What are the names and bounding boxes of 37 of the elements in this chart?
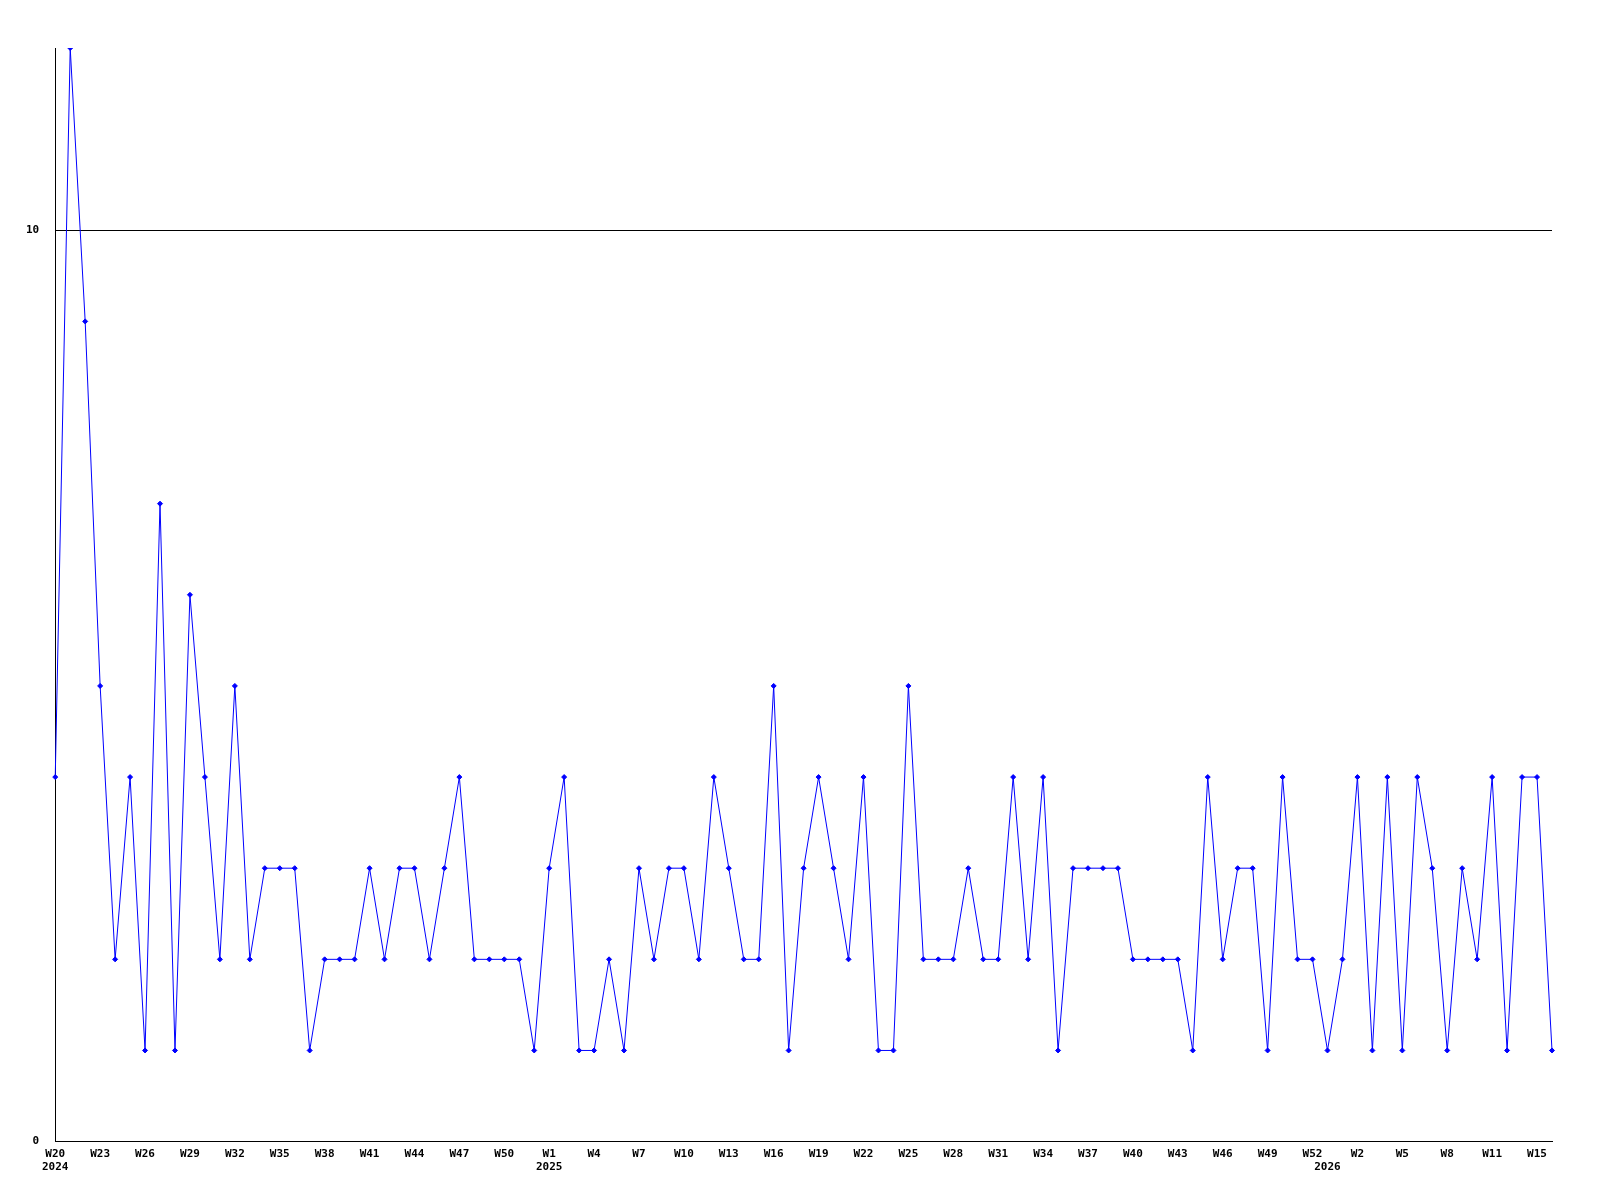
x-tick-label: W5 — [1395, 1147, 1409, 1161]
x-tick-label: W23 — [90, 1147, 111, 1161]
x-tick-label: W28 — [943, 1147, 964, 1161]
x-tick-label: W16 — [763, 1147, 784, 1161]
x-tick-label: W10 — [673, 1147, 694, 1161]
x-tick-label: W22 — [853, 1147, 874, 1161]
x-tick-label: W7 — [632, 1147, 646, 1161]
x-tick-label: W31 — [988, 1147, 1009, 1161]
x-tick-label: W41 — [359, 1147, 380, 1161]
x-tick-label: W35 — [269, 1147, 290, 1161]
x-tick-label: W49 — [1257, 1147, 1278, 1161]
y-tick-label: 10 — [26, 223, 40, 237]
x-tick-label: W15 — [1527, 1147, 1547, 1161]
x-tick-label: W34 — [1033, 1147, 1054, 1161]
x-tick-label: W50 — [494, 1147, 515, 1161]
x-tick-label: W25 — [898, 1147, 919, 1161]
x-tick-label: W29 — [180, 1147, 200, 1161]
x-tick-label: W1 2025 — [535, 1147, 563, 1174]
x-tick-label: W26 — [135, 1147, 156, 1161]
x-tick-label: W8 — [1440, 1147, 1454, 1161]
x-tick-label: W37 — [1078, 1147, 1098, 1161]
x-tick-label: W13 — [718, 1147, 739, 1161]
x-tick-label: W43 — [1167, 1147, 1188, 1161]
x-tick-label: W19 — [808, 1147, 829, 1161]
x-tick-label: W20 2024 — [42, 1147, 69, 1174]
x-tick-label: W2 — [1350, 1147, 1365, 1161]
y-tick-label: 0 — [32, 1134, 40, 1148]
x-tick-label: W38 — [314, 1147, 335, 1161]
x-tick-label: W44 — [404, 1147, 425, 1161]
x-tick-label: W40 — [1122, 1147, 1143, 1161]
x-tick-label: 2026 — [1314, 1160, 1342, 1174]
x-tick-label: W47 — [449, 1147, 470, 1161]
x-tick-label: W11 — [1482, 1147, 1503, 1161]
x-tick-label: W32 — [224, 1147, 245, 1161]
x-tick-label: W4 — [587, 1147, 602, 1161]
x-tick-label: W46 — [1212, 1147, 1234, 1161]
x-tick-label: W52 — [1302, 1147, 1323, 1161]
